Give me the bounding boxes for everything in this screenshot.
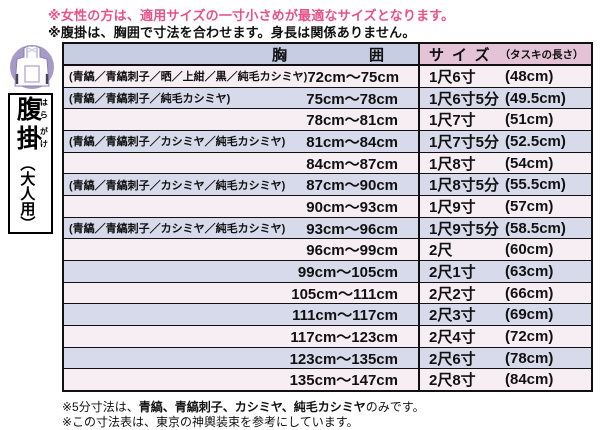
size-value: 2尺2寸 — [429, 285, 476, 303]
tasuki-length: (60cm) — [505, 241, 554, 259]
tasuki-length: (58.5cm) — [505, 219, 566, 237]
size-value: 1尺9寸 — [429, 198, 476, 216]
size-value: 1尺9寸5分 — [429, 220, 500, 238]
chest-range: 111cm〜117cm — [292, 307, 398, 325]
table-row: 105cm〜111cm 2尺2寸 (66cm) — [64, 282, 591, 305]
chest-range: 78cm〜81cm — [306, 112, 398, 130]
tasuki-length: (55.5cm) — [505, 176, 566, 194]
chest-header-label: 胸 囲 — [272, 46, 384, 64]
note-measure-by-chest: ※腹掛は、胸囲で寸法を合わせます。身長は関係ありません。 — [48, 25, 416, 40]
tasuki-length: (72cm) — [505, 327, 554, 345]
tasuki-length: (63cm) — [505, 262, 554, 280]
fabric-label: (青縞／青縞刺子／純毛カシミヤ) — [69, 93, 231, 105]
chest-range: 96cm〜99cm — [306, 242, 398, 260]
table-row: 78cm〜81cm 1尺7寸 (51cm) — [64, 109, 591, 132]
tasuki-length: (48cm) — [505, 67, 554, 85]
size-value: 1尺6寸 — [429, 68, 476, 86]
table-header-row: 胸 囲 サイズ （タスキの長さ） — [64, 44, 591, 66]
note-5bu-sizes: ※5分寸法は、青縞、青縞刺子、カシミヤ、純毛カシミヤのみです。 — [62, 400, 425, 414]
size-value: 1尺7寸 — [429, 112, 476, 130]
size-value: 2尺 — [429, 242, 453, 260]
vertical-title: 腹はら 掛がけ （大人用） — [13, 96, 48, 231]
table-row: (青縞／青縞刺子／晒／上紺／黒／純毛カシミヤ) 72cm〜75cm 1尺6寸 (48… — [64, 66, 591, 88]
table-row: 117cm〜123cm 2尺4寸 (72cm) — [64, 326, 591, 348]
size-value: 2尺4寸 — [429, 328, 476, 346]
title-subtitle: （大人用） — [18, 156, 35, 231]
table-row: 99cm〜105cm 2尺1寸 (63cm) — [64, 261, 591, 283]
size-value: 2尺8寸 — [429, 372, 476, 390]
tasuki-length: (66cm) — [505, 284, 554, 302]
title-kanji-1: 腹はら — [13, 96, 49, 121]
chest-range: 117cm〜123cm — [290, 328, 398, 346]
chest-range: 75cm〜78cm — [306, 90, 398, 108]
haragake-garment-icon — [10, 45, 54, 89]
title-box: 腹はら 掛がけ （大人用） — [8, 93, 53, 234]
table-row: (青縞／青縞刺子／純毛カシミヤ) 75cm〜78cm 1尺6寸5分 (49.5cm) — [64, 87, 591, 110]
size-value: 1尺8寸5分 — [429, 177, 500, 195]
chest-range: 135cm〜147cm — [289, 372, 398, 390]
chest-range: 90cm〜93cm — [306, 198, 398, 216]
tasuki-length: (51cm) — [505, 111, 554, 129]
size-value: 2尺6寸 — [429, 350, 476, 368]
size-value: 2尺1寸 — [429, 263, 476, 281]
tasuki-length: (69cm) — [505, 306, 554, 324]
chest-range: 123cm〜135cm — [289, 350, 398, 368]
title-kanji-2: 掛がけ — [13, 125, 49, 150]
size-value: 1尺8寸 — [429, 155, 476, 173]
table-row: 111cm〜117cm 2尺3寸 (69cm) — [64, 304, 591, 327]
tasuki-length: (54cm) — [505, 154, 554, 172]
note-women-size: ※女性の方は、適用サイズの一寸小さめが最適なサイズとなります。 — [48, 8, 455, 23]
tasuki-length: (84cm) — [505, 371, 554, 389]
chest-range: 72cm〜75cm — [307, 68, 400, 86]
size-chart-table: 胸 囲 サイズ （タスキの長さ） (青縞／青縞刺子／晒／上紺／黒／純毛カシミヤ)… — [62, 42, 593, 392]
table-row: 135cm〜147cm 2尺8寸 (84cm) — [64, 369, 591, 391]
tasuki-length: (52.5cm) — [505, 132, 566, 150]
size-value: 1尺6寸5分 — [429, 90, 500, 108]
tasuki-length: (57cm) — [505, 197, 554, 215]
fabric-label: (青縞／青縞刺子／カシミヤ／純毛カシミヤ) — [69, 136, 286, 149]
tasuki-header-label: （タスキの長さ） — [499, 48, 584, 61]
chest-range: 87cm〜90cm — [306, 177, 398, 195]
tasuki-length: (78cm) — [505, 349, 554, 367]
chest-range: 84cm〜87cm — [306, 155, 398, 173]
size-header-cell: サイズ （タスキの長さ） — [420, 44, 591, 64]
chest-range: 93cm〜96cm — [306, 220, 398, 238]
size-header-label: サイズ — [429, 46, 498, 64]
note-5bu-fabrics-bold: 青縞、青縞刺子、カシミヤ、純毛カシミヤ — [138, 400, 366, 414]
fabric-label: (青縞／青縞刺子／カシミヤ／純毛カシミヤ) — [69, 223, 286, 236]
fabric-label: (青縞／青縞刺子／晒／上紺／黒／純毛カシミヤ) — [69, 71, 308, 84]
table-row: 90cm〜93cm 1尺9寸 (57cm) — [64, 196, 591, 218]
chest-header-cell: 胸 囲 — [64, 44, 420, 64]
table-row: 84cm〜87cm 1尺8寸 (54cm) — [64, 152, 591, 175]
table-row: 123cm〜135cm 2尺6寸 (78cm) — [64, 347, 591, 370]
chest-range: 99cm〜105cm — [297, 263, 398, 281]
fabric-label: (青縞／青縞刺子／カシミヤ／純毛カシミヤ) — [69, 179, 286, 192]
table-row: (青縞／青縞刺子／カシミヤ／純毛カシミヤ) 81cm〜84cm 1尺7寸5分 (52… — [64, 131, 591, 153]
table-row: 96cm〜99cm 2尺 (60cm) — [64, 239, 591, 262]
table-row: (青縞／青縞刺子／カシミヤ／純毛カシミヤ) 93cm〜96cm 1尺9寸5分 (58… — [64, 217, 591, 240]
note-tokyo-reference: ※この寸法表は、東京の神輿装束を参考にしています。 — [62, 415, 359, 429]
size-value: 2尺3寸 — [429, 307, 476, 325]
table-row: (青縞／青縞刺子／カシミヤ／純毛カシミヤ) 87cm〜90cm 1尺8寸5分 (55… — [64, 174, 591, 197]
tasuki-length: (49.5cm) — [505, 89, 566, 107]
size-value: 1尺7寸5分 — [429, 133, 500, 151]
chest-range: 81cm〜84cm — [306, 133, 398, 151]
chest-range: 105cm〜111cm — [291, 285, 398, 303]
